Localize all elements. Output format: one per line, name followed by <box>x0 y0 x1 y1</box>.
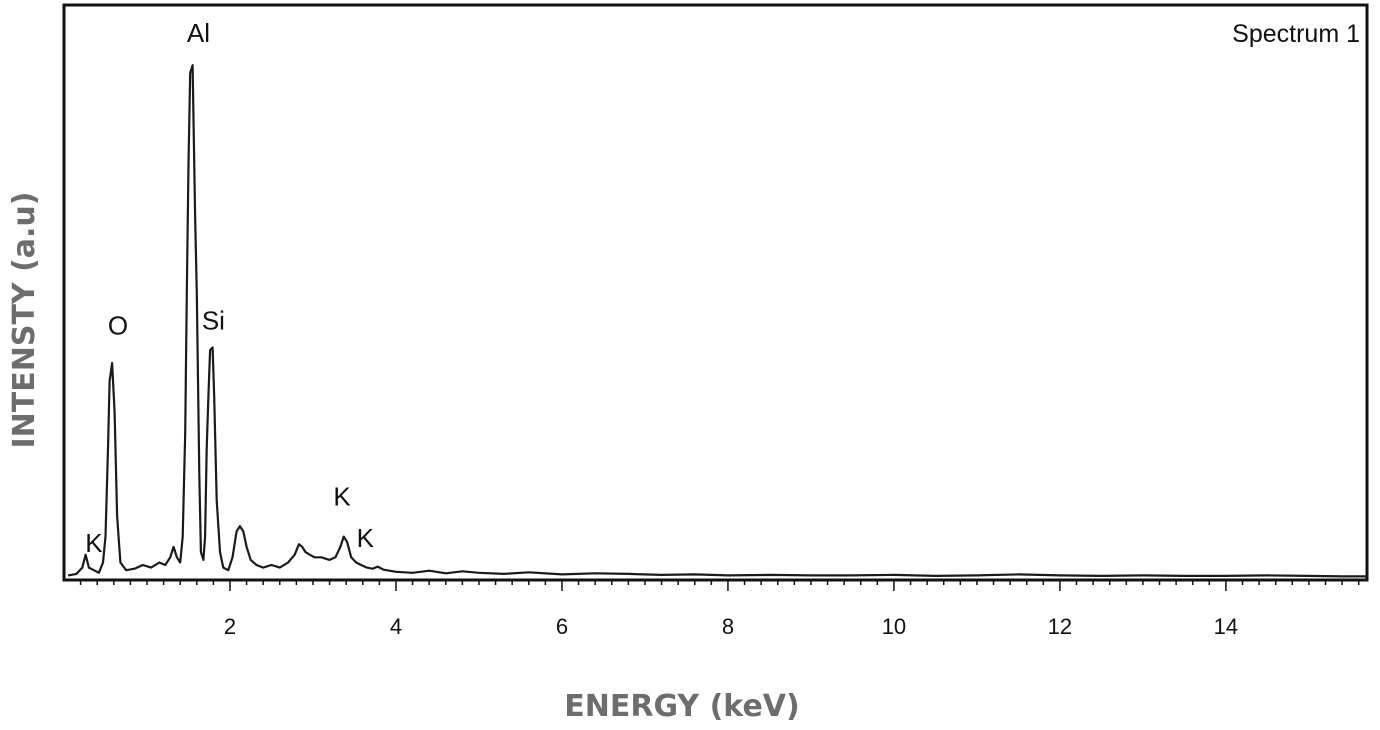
x-tick-label: 14 <box>1214 614 1238 639</box>
y-axis-title: INTENSTY (a.u) <box>7 192 42 449</box>
x-tick-label: 6 <box>556 614 568 639</box>
x-tick-label: 12 <box>1048 614 1072 639</box>
peak-label-al: Al <box>187 18 210 48</box>
x-tick-label: 10 <box>882 614 906 639</box>
legend-entry: Spectrum 1 <box>1232 20 1360 48</box>
x-tick-label: 8 <box>722 614 734 639</box>
x-axis-title: ENERGY (keV) <box>564 689 799 724</box>
x-tick-label: 4 <box>390 614 402 639</box>
series-line-spectrum <box>67 64 1367 578</box>
x-tick-label: 2 <box>224 614 236 639</box>
peak-label-k: K <box>333 481 351 511</box>
peak-label-k: K <box>85 528 103 558</box>
peak-label-o: O <box>108 311 128 341</box>
plot-frame <box>62 3 1369 582</box>
x-axis-tick-labels: 2 4 6 8 10 12 14 <box>224 614 1238 639</box>
x-axis-ticks <box>79 580 1360 591</box>
peak-label-k: K <box>357 523 375 553</box>
peak-label-si: Si <box>202 305 225 335</box>
